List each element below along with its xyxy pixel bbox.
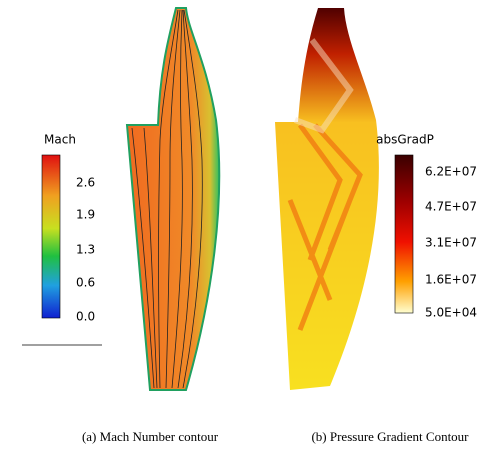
colorbar-label: 4.7E+07: [425, 200, 477, 214]
colorbar-label: 0.6: [76, 276, 95, 290]
colorbar-label: 1.6E+07: [425, 273, 477, 287]
caption: (b) Pressure Gradient Contour: [311, 429, 469, 444]
figure: Mach 2.6 1.9 1.3 0.6 0.0 (a) Mach Number conto…: [0, 0, 494, 457]
colorbar-title: absGradP: [376, 133, 434, 147]
colorbar-label: 1.3: [76, 243, 95, 257]
colorbar-label: 0.0: [76, 310, 95, 324]
caption: (a) Mach Number contour: [82, 429, 219, 444]
colorbar: [42, 155, 60, 318]
colorbar: [395, 155, 413, 313]
colorbar-label: 1.9: [76, 208, 95, 222]
mach-contour: [127, 8, 219, 390]
pressure-gradient-contour: [275, 8, 379, 390]
colorbar-title: Mach: [44, 133, 76, 147]
colorbar-label: 5.0E+04: [425, 306, 477, 320]
colorbar-label: 2.6: [76, 176, 95, 190]
colorbar-label: 3.1E+07: [425, 236, 477, 250]
colorbar-label: 6.2E+07: [425, 165, 477, 179]
